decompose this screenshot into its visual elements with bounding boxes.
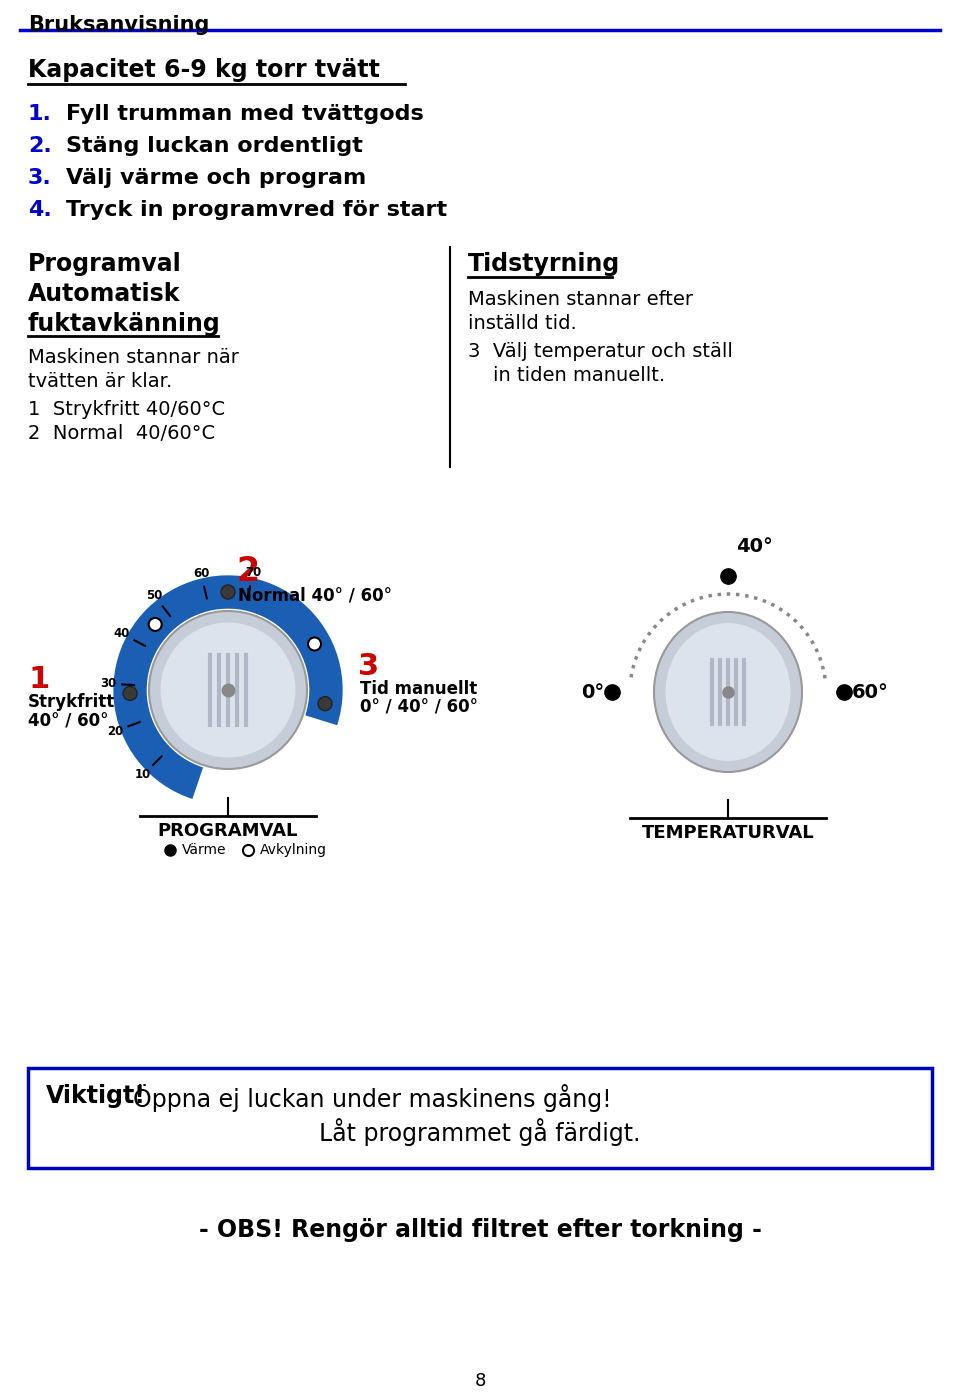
- Text: 2: 2: [236, 555, 259, 589]
- Ellipse shape: [160, 622, 296, 758]
- Text: inställd tid.: inställd tid.: [468, 315, 577, 333]
- Text: 8: 8: [474, 1371, 486, 1390]
- Text: TEMPERATURVAL: TEMPERATURVAL: [641, 823, 814, 842]
- Text: 2  Normal  40/60°C: 2 Normal 40/60°C: [28, 424, 215, 443]
- Text: Avkylning: Avkylning: [260, 843, 327, 857]
- Text: 10: 10: [135, 769, 152, 781]
- Text: Maskinen stannar efter: Maskinen stannar efter: [468, 289, 693, 309]
- Text: Tid manuellt: Tid manuellt: [360, 679, 477, 698]
- Text: Kapacitet 6-9 kg torr tvätt: Kapacitet 6-9 kg torr tvätt: [28, 57, 380, 82]
- Text: 3  Välj temperatur och ställ: 3 Välj temperatur och ställ: [468, 343, 732, 361]
- Text: Välj värme och program: Välj värme och program: [66, 168, 367, 187]
- Ellipse shape: [665, 624, 790, 761]
- Text: Automatisk: Automatisk: [28, 282, 180, 306]
- Text: tvätten är klar.: tvätten är klar.: [28, 372, 172, 391]
- Text: 4.: 4.: [28, 200, 52, 219]
- Text: 0° / 40° / 60°: 0° / 40° / 60°: [360, 699, 478, 717]
- Circle shape: [318, 696, 332, 710]
- Text: 1: 1: [28, 665, 49, 693]
- Text: 40°: 40°: [736, 537, 773, 556]
- Text: Tryck in programvred för start: Tryck in programvred för start: [66, 200, 447, 219]
- Text: 1  Strykfritt 40/60°C: 1 Strykfritt 40/60°C: [28, 400, 226, 419]
- Circle shape: [221, 584, 235, 598]
- Circle shape: [123, 686, 137, 700]
- Circle shape: [149, 618, 161, 630]
- Text: fuktavkänning: fuktavkänning: [28, 312, 221, 336]
- Circle shape: [308, 637, 321, 650]
- Text: 70: 70: [245, 566, 261, 579]
- Text: 50: 50: [146, 589, 162, 603]
- Text: 3: 3: [358, 651, 379, 681]
- Text: in tiden manuellt.: in tiden manuellt.: [468, 366, 665, 384]
- Text: 3.: 3.: [28, 168, 52, 187]
- Text: 20: 20: [108, 724, 124, 738]
- Text: Stäng luckan ordentligt: Stäng luckan ordentligt: [66, 136, 363, 157]
- Text: Öppna ej luckan under maskinens gång!: Öppna ej luckan under maskinens gång!: [133, 1083, 612, 1111]
- Text: PROGRAMVAL: PROGRAMVAL: [157, 822, 299, 840]
- Text: Maskinen stannar när: Maskinen stannar när: [28, 348, 239, 368]
- Text: Låt programmet gå färdigt.: Låt programmet gå färdigt.: [320, 1118, 640, 1146]
- Ellipse shape: [149, 611, 307, 769]
- Text: 0°: 0°: [581, 682, 604, 702]
- Text: Viktigt!: Viktigt!: [46, 1083, 146, 1109]
- Text: 60: 60: [193, 566, 209, 580]
- Text: 40° / 60°: 40° / 60°: [28, 712, 108, 730]
- Text: Tidstyrning: Tidstyrning: [468, 252, 620, 275]
- Text: Bruksanvisning: Bruksanvisning: [28, 15, 209, 35]
- Text: Programval: Programval: [28, 252, 181, 275]
- Text: 1.: 1.: [28, 103, 52, 124]
- Text: 30: 30: [100, 677, 116, 691]
- Text: 40: 40: [114, 628, 131, 640]
- Ellipse shape: [654, 612, 802, 772]
- Text: 60°: 60°: [852, 682, 889, 702]
- Text: Normal 40° / 60°: Normal 40° / 60°: [238, 586, 392, 604]
- Text: Strykfritt: Strykfritt: [28, 693, 115, 712]
- Text: Värme: Värme: [182, 843, 227, 857]
- Text: Fyll trumman med tvättgods: Fyll trumman med tvättgods: [66, 103, 423, 124]
- Text: 2.: 2.: [28, 136, 52, 157]
- Text: - OBS! Rengör alltid filtret efter torkning -: - OBS! Rengör alltid filtret efter torkn…: [199, 1218, 761, 1241]
- FancyBboxPatch shape: [28, 1068, 932, 1167]
